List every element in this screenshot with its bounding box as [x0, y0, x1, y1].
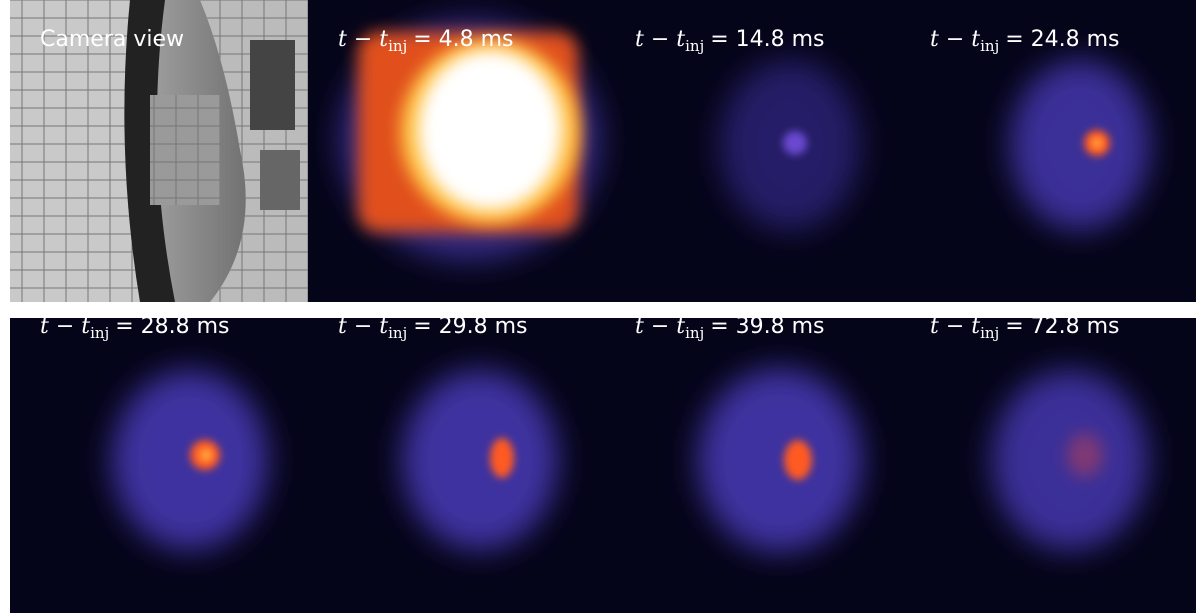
- label-part: inj: [685, 324, 704, 342]
- time-label: t − tinj = 39.8 ms: [635, 314, 825, 342]
- label-part: inj: [388, 37, 407, 55]
- label-part: = 28.8 ms: [115, 314, 229, 339]
- label-part: inj: [980, 37, 999, 55]
- plasma-image: [1010, 60, 1150, 230]
- time-label: t − tinj = 29.8 ms: [338, 314, 528, 342]
- plasma-image: [992, 370, 1148, 550]
- label-part: = 72.8 ms: [1005, 314, 1119, 339]
- label-part: t − t: [338, 27, 388, 52]
- time-label: t − tinj = 28.8 ms: [40, 314, 230, 342]
- label-part: t − t: [338, 314, 388, 339]
- label-part: inj: [980, 324, 999, 342]
- time-label: t − tinj = 72.8 ms: [930, 314, 1120, 342]
- plasma-image: [402, 370, 558, 550]
- plasma-image: [340, 20, 600, 260]
- plasma-image: [112, 370, 268, 550]
- plasma-image: [698, 368, 862, 552]
- label-part: t − t: [930, 314, 980, 339]
- label-part: t − t: [40, 314, 90, 339]
- time-label: t − tinj = 4.8 ms: [338, 27, 514, 55]
- figure: Camera view t − tinj= 4.8 mst − tinj= 14…: [0, 0, 1196, 613]
- label-part: t − t: [635, 27, 685, 52]
- label-part: = 29.8 ms: [413, 314, 527, 339]
- label-part: inj: [90, 324, 109, 342]
- plasma-image: [720, 60, 860, 230]
- label-part: = 39.8 ms: [710, 314, 824, 339]
- label-part: t − t: [930, 27, 980, 52]
- label-part: inj: [388, 324, 407, 342]
- label-part: = 24.8 ms: [1005, 27, 1119, 52]
- time-label: t − tinj = 14.8 ms: [635, 27, 825, 55]
- label-part: = 4.8 ms: [413, 27, 513, 52]
- label-part: = 14.8 ms: [710, 27, 824, 52]
- label-part: t − t: [635, 314, 685, 339]
- time-label: t − tinj = 24.8 ms: [930, 27, 1120, 55]
- panel-label: Camera view: [40, 27, 184, 52]
- label-part: inj: [685, 37, 704, 55]
